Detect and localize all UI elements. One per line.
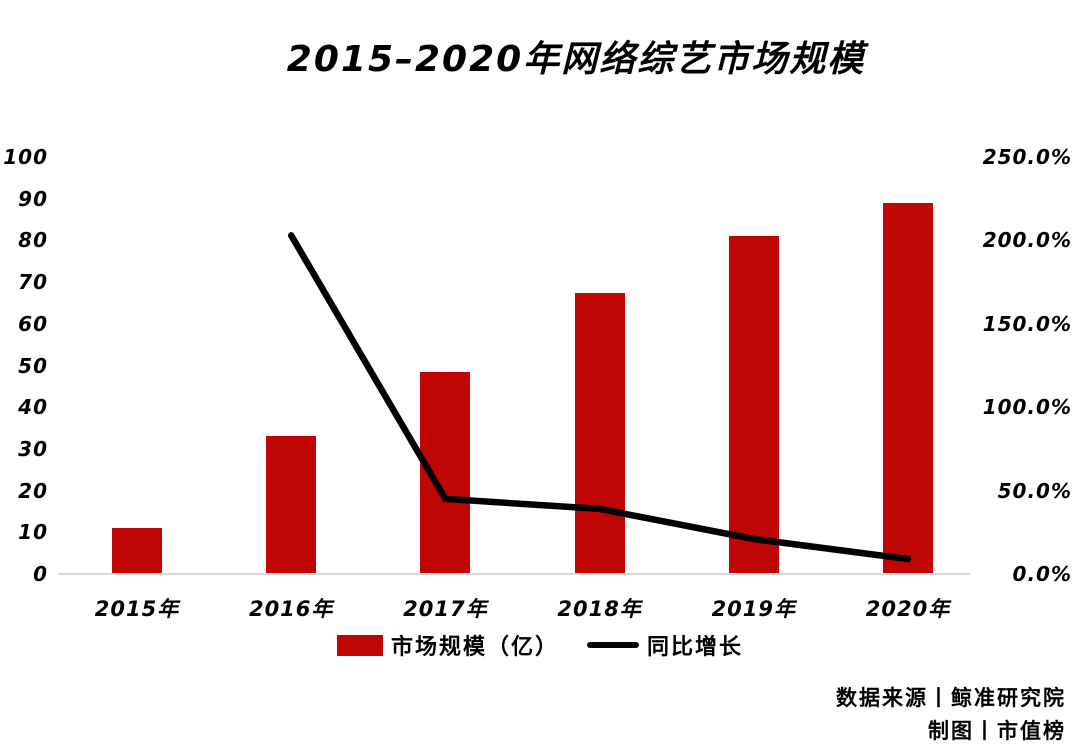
legend-line-swatch xyxy=(587,642,639,648)
right-axis-tick: 0.0% xyxy=(1012,562,1072,586)
left-axis-tick: 80 xyxy=(18,228,48,253)
x-axis-label: 2019年 xyxy=(711,597,797,621)
left-axis-tick: 30 xyxy=(18,436,48,461)
legend: 市场规模（亿） 同比增长 xyxy=(0,629,1080,661)
x-axis-label: 2020年 xyxy=(865,597,951,621)
left-axis-tick: 50 xyxy=(18,353,48,378)
left-axis-tick: 20 xyxy=(18,478,48,503)
x-axis-label: 2015年 xyxy=(94,597,180,621)
left-axis-tick: 40 xyxy=(18,395,48,420)
right-axis-tick: 250.0% xyxy=(982,145,1072,169)
left-axis-tick: 0 xyxy=(33,562,48,586)
bar-2017年 xyxy=(420,371,471,574)
chart-title: 2015–2020年网络综艺市场规模 xyxy=(286,39,866,80)
x-axis-label: 2016年 xyxy=(248,597,334,621)
bar-2020年 xyxy=(883,202,933,574)
right-axis-tick: 100.0% xyxy=(982,395,1072,420)
bar-2015年 xyxy=(112,528,162,574)
right-axis-tick: 50.0% xyxy=(997,478,1072,503)
left-axis-tick: 90 xyxy=(18,186,48,211)
right-axis-tick: 150.0% xyxy=(982,311,1072,336)
x-axis-line xyxy=(58,573,970,575)
data-source-text: 数据来源丨鲸准研究院 xyxy=(836,686,1066,710)
left-axis-tick: 100 xyxy=(3,145,48,169)
bar-2016年 xyxy=(266,436,317,574)
bar-2018年 xyxy=(574,292,625,574)
chart-credit-text: 制图丨市值榜 xyxy=(928,719,1066,743)
left-axis-tick: 70 xyxy=(18,270,48,295)
legend-line-label: 同比增长 xyxy=(647,635,744,660)
bar-2019年 xyxy=(728,236,779,574)
left-axis-tick: 10 xyxy=(18,520,48,545)
x-axis-label: 2017年 xyxy=(403,597,488,621)
x-axis-label: 2018年 xyxy=(557,597,642,621)
legend-bar-label: 市场规模（亿） xyxy=(390,635,559,660)
right-axis-tick: 200.0% xyxy=(982,228,1072,253)
left-axis-tick: 60 xyxy=(18,311,48,336)
legend-bar-swatch xyxy=(336,634,383,656)
